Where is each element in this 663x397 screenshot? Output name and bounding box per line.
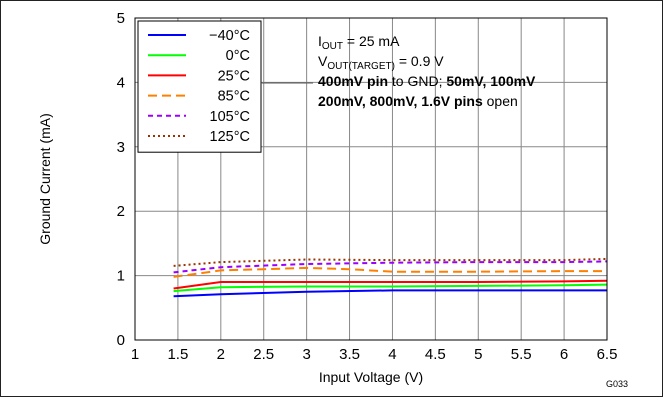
series-line-40c xyxy=(173,289,607,298)
x-tick-label: 1 xyxy=(131,346,139,363)
legend-items: −40°C 0°C 25°C 85°C 105°C 125°C xyxy=(148,28,250,145)
legend-label: 105°C xyxy=(210,109,250,125)
annotation-pins-line1: 400mV pin to GND; 50mV, 100mV xyxy=(318,73,536,89)
x-tick-label: 3.5 xyxy=(339,346,360,363)
y-tick-label: 3 xyxy=(117,139,125,156)
y-tick-label: 4 xyxy=(117,74,125,91)
x-tick-label: 3 xyxy=(302,346,310,363)
x-axis-label: Input Voltage (V) xyxy=(319,369,423,385)
x-tick-label: 5.5 xyxy=(511,346,532,363)
legend-label: 125°C xyxy=(210,129,250,145)
series-line-125c xyxy=(173,257,608,267)
y-tick-label: 1 xyxy=(117,268,125,285)
y-axis-label: Ground Current (mA) xyxy=(37,113,53,244)
x-tick-labels: 1 1.5 2 2.5 3 3.5 4 4.5 5 5.5 6 6.5 xyxy=(131,346,618,363)
x-tick-label: 2 xyxy=(217,346,225,363)
legend-label: 0°C xyxy=(226,48,250,64)
y-tick-label: 5 xyxy=(117,10,125,27)
x-tick-label: 6.5 xyxy=(597,346,618,363)
y-tick-label: 0 xyxy=(117,332,125,349)
annotation-vout: VOUT(TARGET) = 0.9 V xyxy=(318,53,444,72)
x-tick-label: 1.5 xyxy=(167,346,188,363)
legend-label: 85°C xyxy=(218,89,250,105)
y-tick-label: 2 xyxy=(117,203,125,220)
legend-label: 25°C xyxy=(218,68,250,84)
x-tick-label: 4 xyxy=(388,346,396,363)
plot-border xyxy=(134,17,608,341)
series-line-25c xyxy=(173,279,608,290)
legend xyxy=(137,20,262,153)
figure-id: G033 xyxy=(606,379,628,389)
series-line-105c xyxy=(173,260,608,274)
annotation-pins-line2: 200mV, 800mV, 1.6V pins open xyxy=(318,93,518,109)
annotation-iout: IOUT = 25 mA xyxy=(318,33,400,52)
series-line-85c xyxy=(173,266,607,278)
x-tick-label: 5 xyxy=(474,346,482,363)
x-tick-label: 2.5 xyxy=(253,346,274,363)
series-layer xyxy=(173,257,608,298)
y-tick-labels: 0 1 2 3 4 5 xyxy=(117,10,125,349)
x-tick-label: 6 xyxy=(560,346,568,363)
x-tick-label: 4.5 xyxy=(425,346,446,363)
legend-label: −40°C xyxy=(209,28,250,44)
series-line-0c xyxy=(173,283,608,293)
